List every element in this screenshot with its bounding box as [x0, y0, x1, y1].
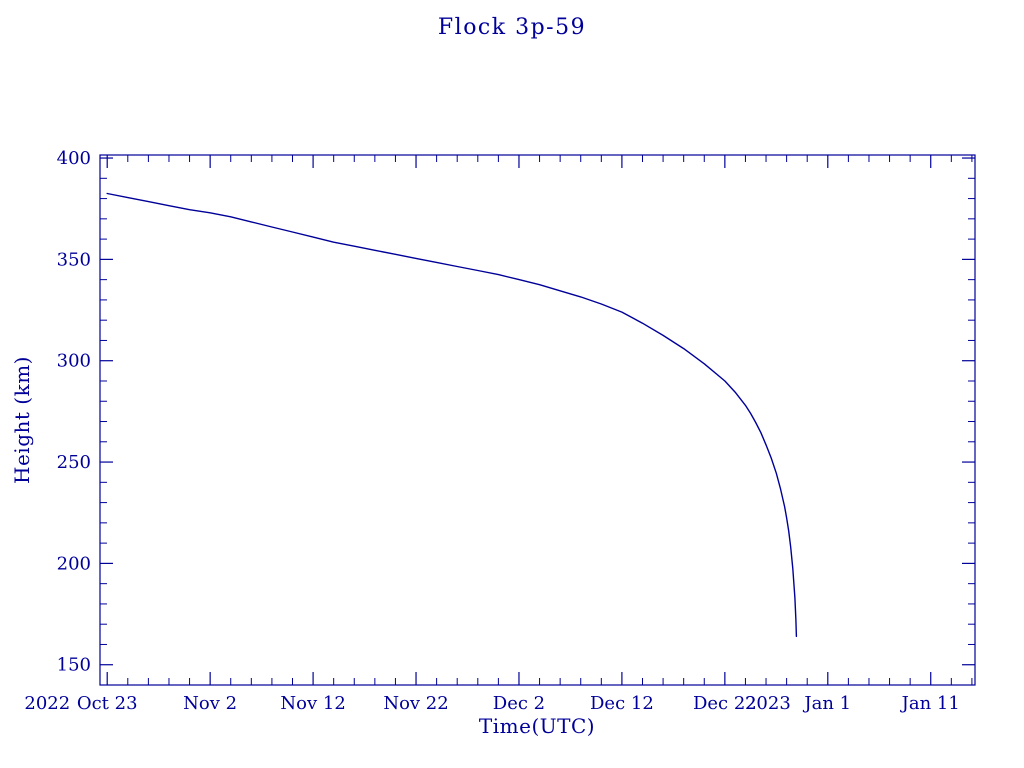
- x-axis-title: Time(UTC): [478, 714, 596, 738]
- y-axis-title: Height (km): [10, 356, 34, 484]
- y-tick-label: 400: [57, 148, 91, 169]
- y-tick-label: 350: [57, 249, 91, 270]
- y-tick-label: 300: [57, 351, 91, 372]
- x-tick-label: Jan 11: [900, 693, 960, 714]
- x-tick-label: Nov 22: [383, 693, 448, 714]
- y-tick-label: 150: [57, 655, 91, 676]
- year-label: 2023: [745, 693, 791, 714]
- x-tick-label: Dec 2: [493, 693, 545, 714]
- x-tick-label: Dec 22: [693, 693, 757, 714]
- x-tick-label: Dec 12: [590, 693, 654, 714]
- x-tick-label: Nov 12: [280, 693, 345, 714]
- x-tick-label: Jan 1: [802, 693, 851, 714]
- y-tick-label: 200: [57, 553, 91, 574]
- x-tick-label: Nov 2: [183, 693, 237, 714]
- year-label: 2022: [24, 693, 70, 714]
- chart-title: Flock 3p-59: [437, 15, 587, 40]
- y-tick-label: 250: [57, 452, 91, 473]
- height-decay-curve: [106, 192, 798, 638]
- x-tick-label: Oct 23: [77, 693, 138, 714]
- plot-frame: [99, 154, 976, 686]
